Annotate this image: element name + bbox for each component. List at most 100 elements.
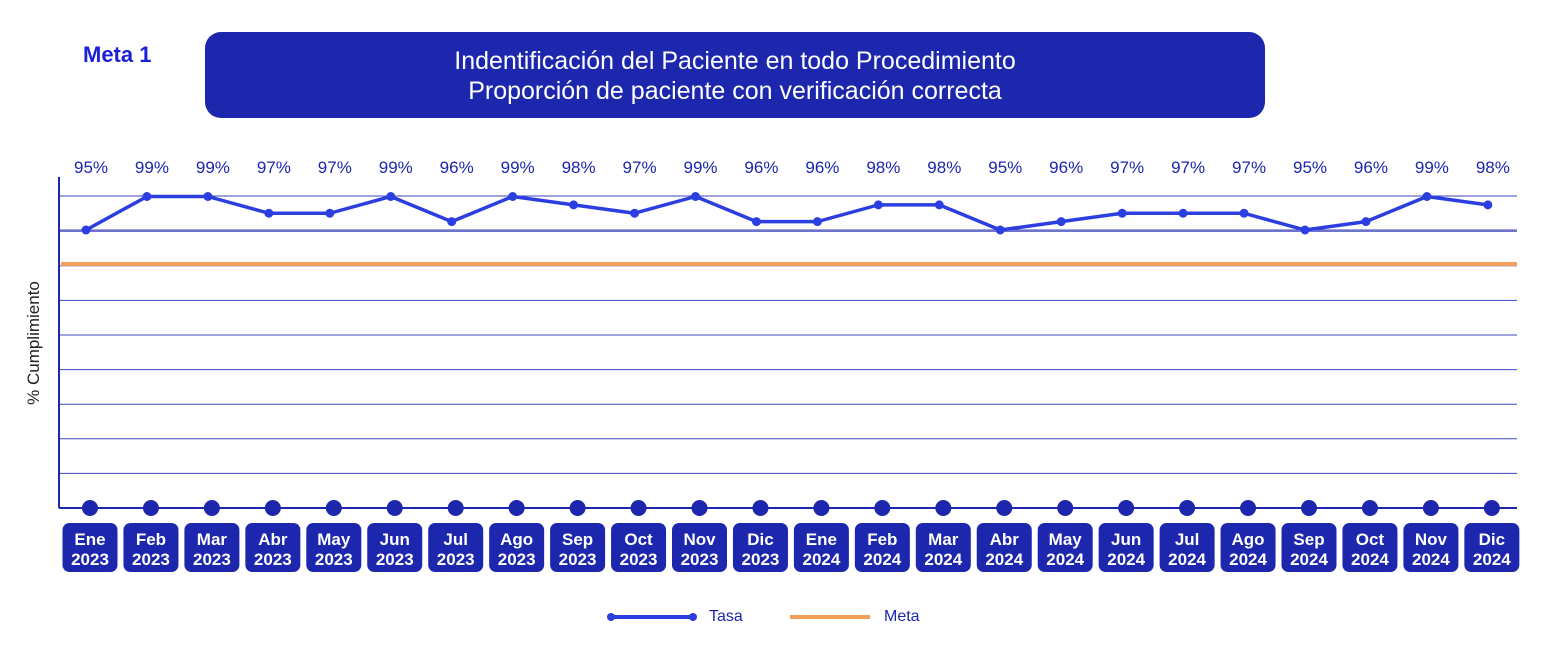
data-label: 96% xyxy=(805,158,839,177)
x-category-pill xyxy=(1403,523,1459,572)
x-tick-marker xyxy=(325,500,342,516)
data-label: 95% xyxy=(988,158,1022,177)
x-tick-marker xyxy=(264,500,281,516)
tasa-data-point xyxy=(508,192,518,201)
data-label: 97% xyxy=(318,158,352,177)
x-tick-marker xyxy=(142,500,159,516)
x-tick-label-year: 2024 xyxy=(863,550,901,569)
x-tick-marker xyxy=(1118,500,1135,516)
data-label: 97% xyxy=(623,158,657,177)
data-label: 97% xyxy=(1110,158,1144,177)
x-category-pill xyxy=(976,523,1032,572)
x-tick-label-month: Ago xyxy=(500,530,533,549)
data-label: 95% xyxy=(74,158,108,177)
data-label: 99% xyxy=(379,158,413,177)
data-label: 98% xyxy=(866,158,900,177)
x-tick-label-year: 2023 xyxy=(498,550,536,569)
data-label: 98% xyxy=(1476,158,1510,177)
chart-title-banner: Indentificación del Paciente en todo Pro… xyxy=(205,32,1265,118)
tasa-data-point xyxy=(386,192,396,201)
tasa-data-point xyxy=(142,192,152,201)
x-category-pill xyxy=(550,523,606,572)
legend-item-meta: Meta xyxy=(790,608,920,626)
x-tick-marker xyxy=(630,500,647,516)
x-tick-label-month: Abr xyxy=(258,530,288,549)
x-tick-label-month: Oct xyxy=(1356,530,1385,549)
x-category-pill xyxy=(123,523,179,572)
x-category-pill xyxy=(1281,523,1337,572)
x-tick-marker xyxy=(386,500,403,516)
tasa-data-point xyxy=(630,208,640,218)
x-tick-marker xyxy=(874,500,891,516)
data-label: 96% xyxy=(744,158,778,177)
data-label: 99% xyxy=(501,158,535,177)
x-tick-label-year: 2023 xyxy=(254,550,292,569)
data-label: 97% xyxy=(1171,158,1205,177)
legend-swatch-tasa xyxy=(607,613,697,621)
legend-label-tasa: Tasa xyxy=(709,608,743,625)
x-tick-label-year: 2023 xyxy=(193,550,231,569)
data-label: 98% xyxy=(927,158,961,177)
tasa-data-point xyxy=(1300,225,1310,235)
x-tick-label-month: Feb xyxy=(867,530,897,549)
data-label: 99% xyxy=(135,158,169,177)
chart-legend: Tasa Meta xyxy=(0,608,1558,632)
x-category-pill xyxy=(1098,523,1154,572)
x-tick-marker xyxy=(1179,500,1196,516)
tasa-data-point xyxy=(1056,217,1066,227)
goal-label: Meta 1 xyxy=(83,42,152,67)
x-tick-marker xyxy=(813,500,830,516)
chart-title: Indentificación del Paciente en todo Pro… xyxy=(454,47,1016,75)
data-label: 96% xyxy=(1049,158,1083,177)
data-label: 98% xyxy=(562,158,596,177)
data-label: 95% xyxy=(1293,158,1327,177)
y-axis-label: % Cumplimiento xyxy=(24,281,43,405)
x-tick-label-month: May xyxy=(1049,530,1083,549)
x-tick-label-year: 2024 xyxy=(985,550,1023,569)
x-tick-label-month: Nov xyxy=(683,530,716,549)
x-tick-label-year: 2024 xyxy=(1351,550,1389,569)
x-tick-label-month: Ene xyxy=(806,530,837,549)
x-tick-label-year: 2024 xyxy=(1290,550,1328,569)
x-tick-label-month: Ene xyxy=(74,530,105,549)
x-category-pill xyxy=(1464,523,1520,572)
x-tick-label-month: Sep xyxy=(1293,530,1324,549)
x-category-pill xyxy=(428,523,484,572)
tasa-data-point xyxy=(1178,208,1188,218)
x-category-pill xyxy=(854,523,910,572)
data-label: 97% xyxy=(1232,158,1266,177)
x-tick-label-year: 2024 xyxy=(1046,550,1084,569)
x-tick-label-month: Mar xyxy=(197,530,228,549)
tasa-data-point xyxy=(812,217,822,227)
tasa-data-point xyxy=(691,192,700,201)
tasa-data-point xyxy=(873,200,883,210)
x-category-pill xyxy=(489,523,545,572)
x-category-pill xyxy=(1159,523,1215,572)
x-tick-label-year: 2024 xyxy=(1412,550,1450,569)
x-tick-marker xyxy=(447,500,464,516)
x-tick-label-month: Abr xyxy=(990,530,1020,549)
tasa-data-point xyxy=(447,217,457,227)
x-tick-label-month: Ago xyxy=(1232,530,1265,549)
tasa-data-point xyxy=(995,225,1005,235)
x-tick-marker xyxy=(1483,500,1500,516)
x-category-pill xyxy=(306,523,362,572)
x-category-pill xyxy=(367,523,423,572)
x-category-pill xyxy=(732,523,788,572)
x-tick-label-year: 2023 xyxy=(620,550,658,569)
x-category-pill xyxy=(1037,523,1093,572)
tasa-data-point xyxy=(1483,200,1493,210)
x-tick-label-year: 2023 xyxy=(559,550,597,569)
data-label: 99% xyxy=(196,158,230,177)
data-label: 99% xyxy=(1415,158,1449,177)
x-tick-marker xyxy=(1361,500,1378,516)
x-tick-label-month: Oct xyxy=(624,530,653,549)
x-tick-label-year: 2024 xyxy=(924,550,962,569)
data-label: 97% xyxy=(257,158,291,177)
x-tick-label-month: Mar xyxy=(928,530,959,549)
x-category-pill xyxy=(672,523,727,572)
x-tick-label-month: Sep xyxy=(562,530,593,549)
data-label: 96% xyxy=(1354,158,1388,177)
x-tick-label-year: 2023 xyxy=(681,550,719,569)
